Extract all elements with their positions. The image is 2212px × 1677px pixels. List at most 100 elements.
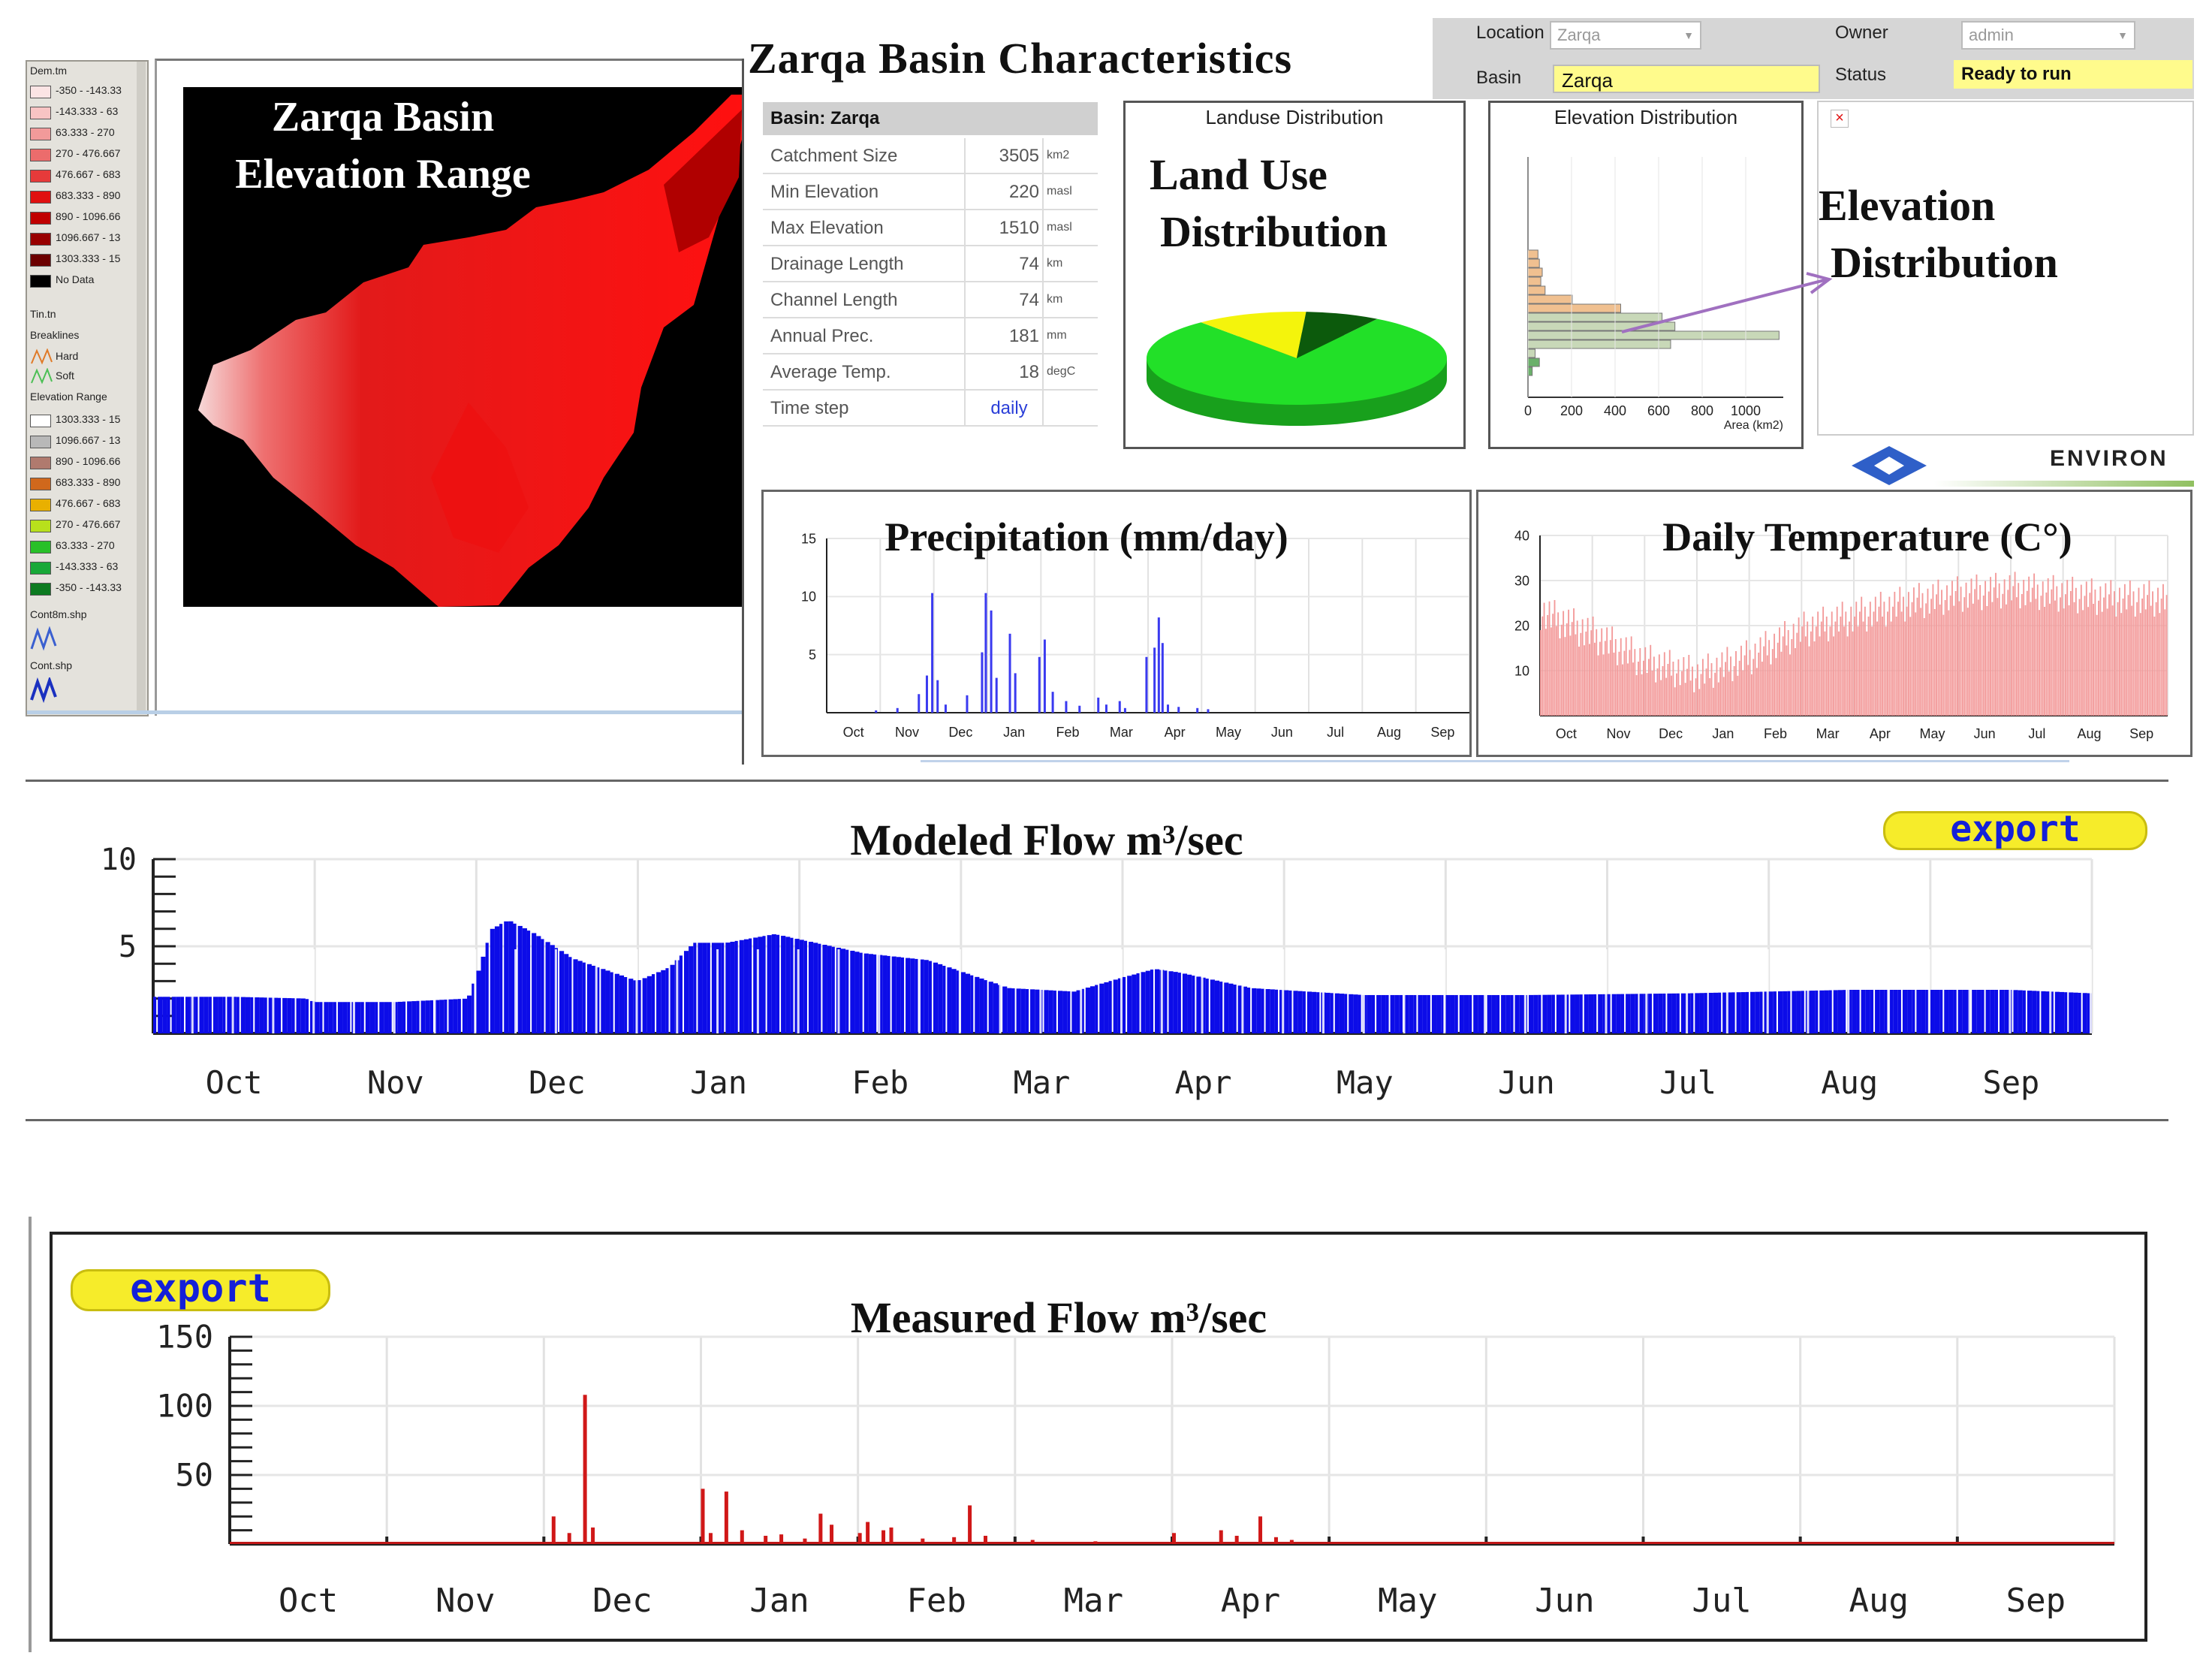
landuse-pie-chart[interactable] [1139, 306, 1454, 441]
flow-bar [863, 953, 869, 1033]
flow-bar [1145, 970, 1150, 1033]
status-value: Ready to run [1954, 60, 2192, 89]
month-tick [228, 1537, 231, 1544]
temp-bar [1613, 653, 1615, 716]
temp-bar [1688, 655, 1690, 716]
temp-bar [2011, 600, 2012, 716]
precip-chart[interactable]: 5 10 15 Oct Nov Dec Jan Feb Mar Apr May Jun Jul Aug Se… [764, 492, 1469, 755]
month-label: Dec [948, 725, 972, 740]
cell-divider [964, 210, 966, 245]
temp-bar [2002, 593, 2004, 716]
flow-bar [1713, 992, 1719, 1033]
temp-bar [1647, 659, 1650, 716]
line-symbol-icon [31, 368, 53, 385]
x-tick-label: 1000 [1731, 403, 1761, 418]
temp-bar [2072, 577, 2074, 716]
flow-bar [1843, 990, 1846, 1033]
histogram-bar [1527, 258, 1540, 268]
flow-bar [365, 1002, 370, 1033]
flow-bar [2078, 992, 2081, 1033]
temp-bar [1873, 611, 1875, 716]
temp-bar [1550, 627, 1552, 716]
flow-bar [476, 970, 481, 1033]
temp-bar [2094, 590, 2096, 716]
flow-bar [504, 921, 509, 1033]
temp-bar [2063, 608, 2065, 716]
temp-bar [1743, 655, 1746, 716]
legend-item-label: 1303.333 - 15 [56, 252, 121, 264]
flow-bar [628, 979, 634, 1033]
pie-slice [1201, 312, 1306, 358]
temp-bar [2144, 609, 2147, 716]
flow-bar [1639, 994, 1644, 1033]
measured-flow-chart[interactable]: 50 100 150 Oct Nov Dec Jan Feb Mar Apr May Jun Jul Au… [53, 1239, 2144, 1637]
temp-bar [1997, 598, 1999, 716]
temp-bar [1601, 628, 1603, 716]
flow-bar [896, 957, 901, 1033]
flow-bar [739, 940, 744, 1033]
basin-row-value: 181 [1008, 326, 1039, 346]
temp-bar [2047, 578, 2049, 716]
flow-bar [296, 998, 301, 1033]
precip-bar [936, 680, 939, 713]
flow-bar [1893, 990, 1898, 1033]
cell-divider [964, 354, 966, 389]
temp-bar [1768, 640, 1771, 716]
flow-bar-gap [797, 949, 800, 1033]
cell-divider [964, 246, 966, 281]
temp-bar [1681, 671, 1683, 716]
temp-bar [2057, 611, 2060, 716]
export-button[interactable]: export [71, 1269, 330, 1311]
landuse-overlay-line: Land Use [1150, 150, 1328, 199]
location-select[interactable]: Zarqa ▼ [1550, 21, 1701, 50]
flow-bar [1071, 991, 1077, 1033]
flow-bar [1976, 990, 1981, 1033]
flow-bar [259, 997, 264, 1033]
flow-bar [1957, 990, 1963, 1033]
basin-input[interactable]: Zarqa [1553, 65, 1820, 93]
legend-scrollbar[interactable] [137, 62, 146, 712]
legend-item-label: -350 - -143.33 [56, 84, 122, 96]
flow-bar [1505, 994, 1511, 1033]
owner-select[interactable]: admin ▼ [1961, 21, 2135, 50]
basin-row-value: 74 [1019, 290, 1039, 310]
temp-bar [1932, 584, 1934, 716]
export-button[interactable]: export [1883, 811, 2147, 850]
elevation-map[interactable] [183, 87, 742, 607]
elevation-overlay-line: Elevation [1819, 181, 1996, 230]
flow-bar [1422, 994, 1427, 1033]
month-label: Jan [1712, 726, 1734, 741]
flow-bar [1089, 986, 1095, 1033]
flow-bar [840, 949, 846, 1033]
temp-bar [1543, 602, 1545, 716]
histogram-bar [1527, 285, 1546, 295]
modeled-flow-chart[interactable]: 5 10 Oct Nov Dec Jan Feb Mar Apr May Jun Jul Aug Sep M… [26, 789, 2188, 1104]
temp-bar [2026, 590, 2028, 716]
flow-bar [758, 937, 763, 1033]
flow-bar [347, 1002, 351, 1033]
flow-bar [1150, 969, 1154, 1033]
flow-bar [749, 938, 752, 1033]
temp-bar [1563, 611, 1565, 716]
flow-bar-gap [716, 949, 719, 1033]
precip-bar [1166, 704, 1169, 713]
flow-bar [596, 967, 600, 1033]
flow-bar [651, 974, 655, 1033]
temp-bar [1559, 638, 1561, 716]
measured-flow-bar [583, 1395, 587, 1544]
broken-image-icon: × [1831, 110, 1849, 128]
flow-bar [1020, 988, 1026, 1033]
flow-bar [1164, 970, 1168, 1033]
legend-layer-title: Cont8m.shp [30, 608, 87, 620]
legend-item-label: 1096.667 - 13 [56, 434, 121, 446]
legend-item-label: 890 - 1096.66 [56, 210, 121, 222]
temp-bar [1937, 579, 1939, 716]
temp-bar [2031, 587, 2033, 716]
flow-bar [1136, 973, 1140, 1033]
measured-flow-bar [1273, 1537, 1278, 1544]
temperature-chart[interactable]: 10 20 30 40 Oct Nov Dec Jan Feb Mar Apr May Jun Jul Au… [1478, 492, 2190, 755]
temp-bar [2066, 580, 2069, 716]
x-tick-label: 600 [1647, 403, 1670, 418]
temp-bar [2141, 599, 2144, 716]
